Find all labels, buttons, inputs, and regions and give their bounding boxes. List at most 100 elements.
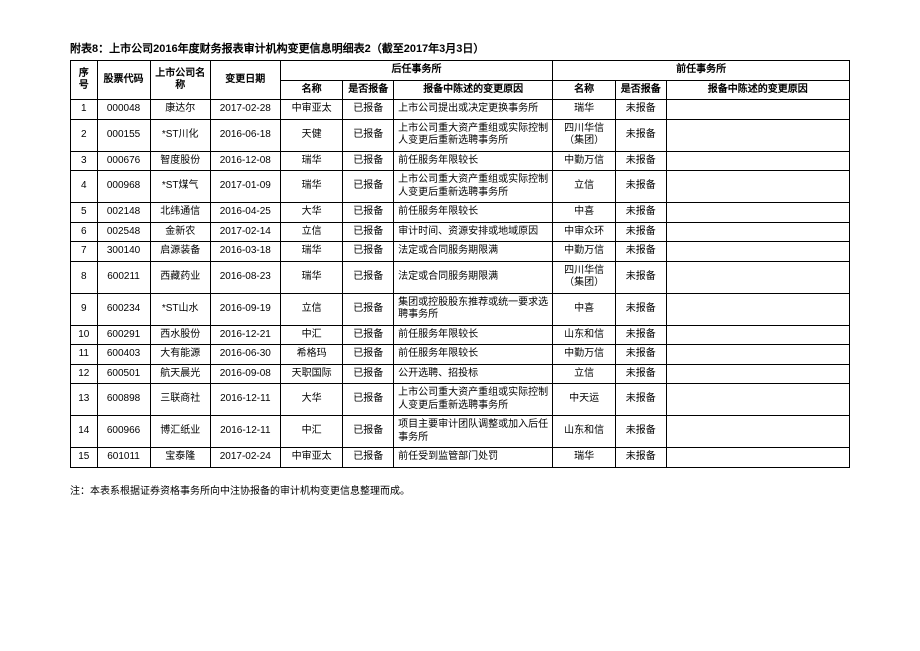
table-row: 12600501航天晨光2016-09-08天职国际已报备公开选聘、招投标立信未… <box>71 364 850 384</box>
cell-s-name: 大华 <box>280 384 343 416</box>
cell-seq: 8 <box>71 261 98 293</box>
cell-p-name: 四川华信（集团） <box>553 119 616 151</box>
cell-p-reason <box>666 325 849 345</box>
cell-p-filed: 未报备 <box>615 345 666 365</box>
cell-company: 康达尔 <box>150 100 210 120</box>
cell-p-reason <box>666 171 849 203</box>
cell-p-filed: 未报备 <box>615 203 666 223</box>
cell-date: 2016-03-18 <box>210 242 280 262</box>
cell-s-reason: 上市公司重大资产重组或实际控制人变更后重新选聘事务所 <box>394 171 553 203</box>
cell-s-reason: 上市公司重大资产重组或实际控制人变更后重新选聘事务所 <box>394 119 553 151</box>
cell-code: 000048 <box>97 100 150 120</box>
cell-p-filed: 未报备 <box>615 119 666 151</box>
table-row: 1000048康达尔2017-02-28中审亚太已报备上市公司提出或决定更换事务… <box>71 100 850 120</box>
cell-date: 2016-12-11 <box>210 384 280 416</box>
cell-p-filed: 未报备 <box>615 384 666 416</box>
cell-company: 三联商社 <box>150 384 210 416</box>
cell-company: 博汇纸业 <box>150 416 210 448</box>
table-row: 11600403大有能源2016-06-30希格玛已报备前任服务年限较长中勤万信… <box>71 345 850 365</box>
cell-s-reason: 前任服务年限较长 <box>394 325 553 345</box>
cell-date: 2016-12-21 <box>210 325 280 345</box>
cell-date: 2016-09-19 <box>210 293 280 325</box>
cell-s-reason: 前任服务年限较长 <box>394 345 553 365</box>
cell-s-name: 中审亚太 <box>280 100 343 120</box>
cell-code: 000968 <box>97 171 150 203</box>
cell-p-reason <box>666 222 849 242</box>
cell-p-filed: 未报备 <box>615 364 666 384</box>
footnote: 注：本表系根据证券资格事务所向中注协报备的审计机构变更信息整理而成。 <box>70 482 850 497</box>
cell-s-reason: 前任受到监管部门处罚 <box>394 448 553 468</box>
cell-p-name: 中审众环 <box>553 222 616 242</box>
cell-company: 西藏药业 <box>150 261 210 293</box>
cell-seq: 6 <box>71 222 98 242</box>
cell-s-filed: 已报备 <box>343 242 394 262</box>
cell-p-name: 瑞华 <box>553 448 616 468</box>
cell-code: 600211 <box>97 261 150 293</box>
col-succ-group: 后任事务所 <box>280 61 553 81</box>
col-seq: 序号 <box>71 61 98 100</box>
cell-s-reason: 公开选聘、招投标 <box>394 364 553 384</box>
cell-s-name: 天健 <box>280 119 343 151</box>
cell-s-reason: 前任服务年限较长 <box>394 151 553 171</box>
cell-code: 600403 <box>97 345 150 365</box>
cell-seq: 14 <box>71 416 98 448</box>
table-header: 序号 股票代码 上市公司名称 变更日期 后任事务所 前任事务所 名称 是否报备 … <box>71 61 850 100</box>
cell-s-filed: 已报备 <box>343 384 394 416</box>
table-row: 3000676智度股份2016-12-08瑞华已报备前任服务年限较长中勤万信未报… <box>71 151 850 171</box>
cell-seq: 11 <box>71 345 98 365</box>
table-row: 9600234*ST山水2016-09-19立信已报备集团或控股股东推荐或统一要… <box>71 293 850 325</box>
cell-date: 2016-04-25 <box>210 203 280 223</box>
cell-p-filed: 未报备 <box>615 416 666 448</box>
cell-p-reason <box>666 100 849 120</box>
cell-company: 智度股份 <box>150 151 210 171</box>
cell-s-name: 瑞华 <box>280 151 343 171</box>
cell-s-filed: 已报备 <box>343 203 394 223</box>
cell-p-name: 瑞华 <box>553 100 616 120</box>
cell-s-filed: 已报备 <box>343 100 394 120</box>
col-succ-filed: 是否报备 <box>343 80 394 100</box>
cell-s-name: 中审亚太 <box>280 448 343 468</box>
cell-s-filed: 已报备 <box>343 171 394 203</box>
col-code: 股票代码 <box>97 61 150 100</box>
cell-p-name: 立信 <box>553 364 616 384</box>
col-pred-name: 名称 <box>553 80 616 100</box>
cell-code: 000676 <box>97 151 150 171</box>
cell-p-name: 中喜 <box>553 203 616 223</box>
cell-p-name: 中天运 <box>553 384 616 416</box>
cell-s-reason: 上市公司重大资产重组或实际控制人变更后重新选聘事务所 <box>394 384 553 416</box>
cell-p-name: 中勤万信 <box>553 151 616 171</box>
cell-p-name: 山东和信 <box>553 325 616 345</box>
cell-seq: 15 <box>71 448 98 468</box>
cell-seq: 3 <box>71 151 98 171</box>
cell-p-filed: 未报备 <box>615 151 666 171</box>
cell-company: 金新农 <box>150 222 210 242</box>
cell-p-reason <box>666 364 849 384</box>
cell-s-reason: 集团或控股股东推荐或统一要求选聘事务所 <box>394 293 553 325</box>
cell-date: 2016-09-08 <box>210 364 280 384</box>
cell-company: *ST煤气 <box>150 171 210 203</box>
col-pred-filed: 是否报备 <box>615 80 666 100</box>
cell-p-name: 中喜 <box>553 293 616 325</box>
cell-s-filed: 已报备 <box>343 364 394 384</box>
cell-s-filed: 已报备 <box>343 261 394 293</box>
cell-p-reason <box>666 384 849 416</box>
cell-date: 2016-12-08 <box>210 151 280 171</box>
cell-s-name: 中汇 <box>280 325 343 345</box>
cell-p-reason <box>666 151 849 171</box>
cell-code: 002148 <box>97 203 150 223</box>
cell-date: 2017-02-24 <box>210 448 280 468</box>
cell-p-filed: 未报备 <box>615 242 666 262</box>
audit-change-table: 序号 股票代码 上市公司名称 变更日期 后任事务所 前任事务所 名称 是否报备 … <box>70 60 850 468</box>
table-row: 10600291西水股份2016-12-21中汇已报备前任服务年限较长山东和信未… <box>71 325 850 345</box>
cell-s-name: 中汇 <box>280 416 343 448</box>
cell-s-filed: 已报备 <box>343 119 394 151</box>
cell-s-reason: 上市公司提出或决定更换事务所 <box>394 100 553 120</box>
cell-s-name: 天职国际 <box>280 364 343 384</box>
cell-p-name: 中勤万信 <box>553 242 616 262</box>
cell-s-filed: 已报备 <box>343 151 394 171</box>
cell-s-reason: 项目主要审计团队调整或加入后任事务所 <box>394 416 553 448</box>
cell-code: 002548 <box>97 222 150 242</box>
cell-company: 西水股份 <box>150 325 210 345</box>
cell-p-filed: 未报备 <box>615 293 666 325</box>
cell-company: 大有能源 <box>150 345 210 365</box>
